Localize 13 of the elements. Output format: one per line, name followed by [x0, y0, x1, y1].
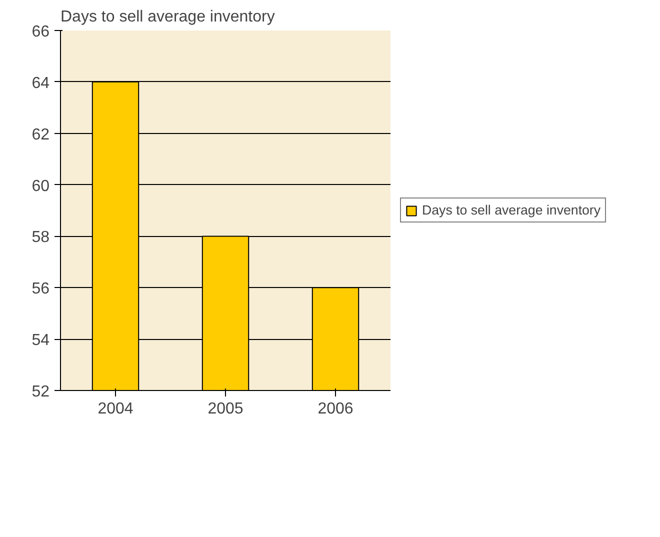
y-tick-label: 58: [32, 229, 50, 246]
x-tick-label: 2004: [98, 400, 134, 418]
y-tick-label: 52: [32, 384, 50, 400]
y-tick-label: 64: [32, 74, 50, 92]
x-tick-label: 2006: [318, 400, 354, 418]
y-tick-label: 56: [32, 280, 50, 298]
y-tick-label: 62: [32, 126, 50, 144]
legend-label: Days to sell average inventory: [422, 202, 601, 218]
y-tick-label: 66: [32, 24, 50, 40]
x-tick-label: 2005: [208, 400, 244, 418]
y-tick-label: 60: [32, 178, 50, 195]
chart-title: Days to sell average inventory: [60, 8, 275, 26]
y-tick-label: 54: [32, 332, 50, 350]
